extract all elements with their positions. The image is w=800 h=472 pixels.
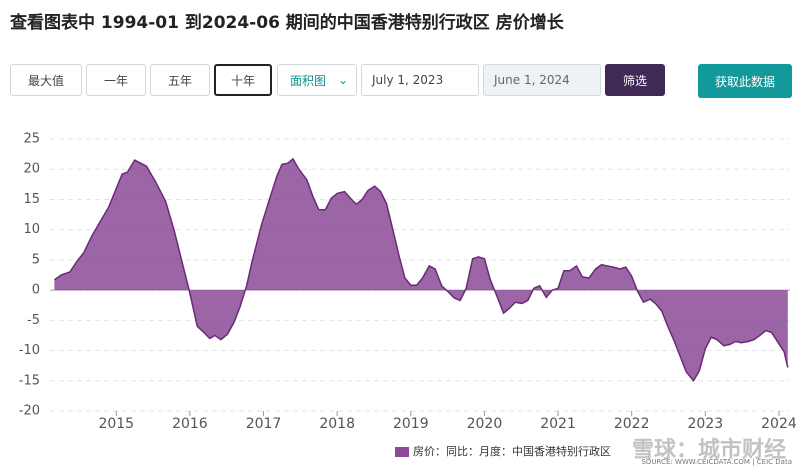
x-tick-label: 2023 bbox=[688, 416, 724, 432]
range-button[interactable]: 一年 bbox=[86, 64, 146, 96]
y-tick-label: -5 bbox=[27, 313, 40, 328]
x-tick-label: 2017 bbox=[246, 416, 282, 432]
area bbox=[54, 158, 788, 381]
range-button[interactable]: 十年 bbox=[214, 64, 272, 96]
x-tick-label: 2019 bbox=[393, 416, 429, 432]
page-title: 查看图表中 1994-01 到2024-06 期间的中国香港特别行政区 房价增长 bbox=[10, 13, 564, 33]
x-tick-label: 2022 bbox=[614, 416, 650, 432]
y-tick-label: 15 bbox=[23, 192, 40, 207]
legend-label: 房价：同比：月度：中国香港特别行政区 bbox=[413, 444, 611, 458]
line bbox=[53, 157, 789, 383]
x-tick-label: 2018 bbox=[319, 416, 355, 432]
y-tick-label: 5 bbox=[32, 252, 40, 267]
y-tick-label: 20 bbox=[23, 162, 40, 177]
range-button[interactable]: 五年 bbox=[150, 64, 210, 96]
download-button[interactable]: 获取此数据 bbox=[698, 64, 792, 98]
y-tick-label: 0 bbox=[32, 283, 40, 298]
source: SOURCE: WWW.CEICDATA.COM | CEIC Data bbox=[641, 458, 792, 466]
y-tick-label: -10 bbox=[19, 343, 40, 358]
y-tick-label: -15 bbox=[19, 373, 40, 388]
chevron: ⌄ bbox=[337, 73, 348, 87]
y-tick-label: -20 bbox=[19, 404, 40, 419]
chart-type-label: 面积图 bbox=[290, 73, 327, 88]
legend-swatch bbox=[395, 447, 409, 457]
watermark: 雪球：城市财经 bbox=[631, 438, 786, 463]
filter-button[interactable]: 筛选 bbox=[605, 64, 665, 96]
x-tick-label: 2024 bbox=[761, 416, 797, 432]
y-tick-label: 25 bbox=[23, 132, 40, 147]
x-tick-label: 2021 bbox=[540, 416, 576, 432]
x-tick-label: 2020 bbox=[467, 416, 503, 432]
start-date-input[interactable]: July 1, 2023 bbox=[361, 64, 479, 96]
range-button[interactable]: 最大值 bbox=[10, 64, 82, 96]
x-tick-label: 2016 bbox=[172, 416, 208, 432]
end-date-input[interactable]: June 1, 2024 bbox=[483, 64, 601, 96]
chart: -20 -15 -10 -5 0 5 10 15 20 25 2015 2016 2017 2018 201… bbox=[19, 132, 797, 467]
y-tick-label: 10 bbox=[23, 222, 40, 237]
chart-type-select[interactable]: 面积图 ⌄ bbox=[277, 64, 357, 96]
x-tick-label: 2015 bbox=[98, 416, 134, 432]
